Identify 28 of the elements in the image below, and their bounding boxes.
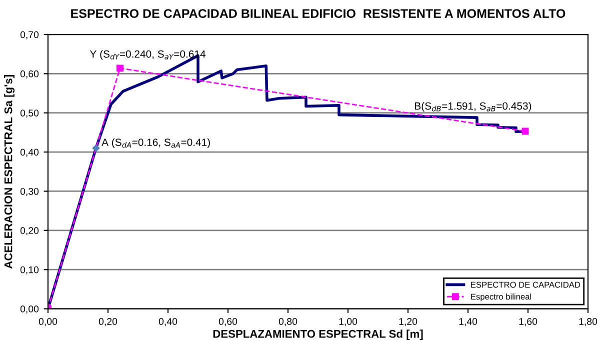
x-tick-label: 0,80	[278, 318, 298, 326]
y-tick-label: 0,30	[20, 188, 39, 196]
y-tick-label: 0,10	[20, 266, 39, 274]
y-tick-label: 0,50	[20, 110, 39, 118]
x-tick-label: 0,60	[218, 318, 238, 326]
y-tick-label: 0,00	[20, 306, 39, 314]
annotation: A (S$_{dA}$=0.16, S$_{aA}$=0.41)	[102, 138, 210, 148]
x-tick-label: 1,20	[399, 318, 418, 326]
annotation: B(S$_{dB}$=1.591, S$_{aB}$=0.453)	[415, 102, 532, 112]
point	[116, 64, 124, 72]
legend-label: ESPECTRO DE CAPACIDAD	[471, 282, 580, 288]
y-tick-label: 0,70	[20, 31, 39, 40]
x-tick-label: 0,00	[38, 318, 58, 326]
x-tick-label: 1,00	[339, 318, 358, 326]
x-tick-label: 0,20	[98, 318, 118, 326]
x-tick-label: 1,40	[459, 318, 478, 326]
x-tick-label: 1,60	[519, 318, 538, 326]
y-tick-label: 0,60	[20, 70, 39, 78]
x-axis-title: DESPLAZAMIENTO ESPECTRAL Sd [m]	[213, 330, 423, 340]
chart-title: ESPECTRO DE CAPACIDAD BILINEAL EDIFICIO RESISTENTE A MOMENTOS ALTO	[71, 9, 566, 18]
y-tick-label: 0,40	[20, 148, 39, 157]
y-axis-title: ACELERACION ESPECTRAL Sa [g's]	[4, 75, 14, 269]
x-tick-label: 1,80	[579, 318, 598, 326]
annotation: Y (S$_{dY}$=0.240, S$_{aY}$=0.614	[90, 50, 206, 60]
y-tick-label: 0,20	[20, 227, 39, 236]
legend-label: Espectro bilineal	[471, 294, 532, 302]
x-tick-label: 0,40	[158, 318, 178, 326]
point	[522, 128, 529, 135]
